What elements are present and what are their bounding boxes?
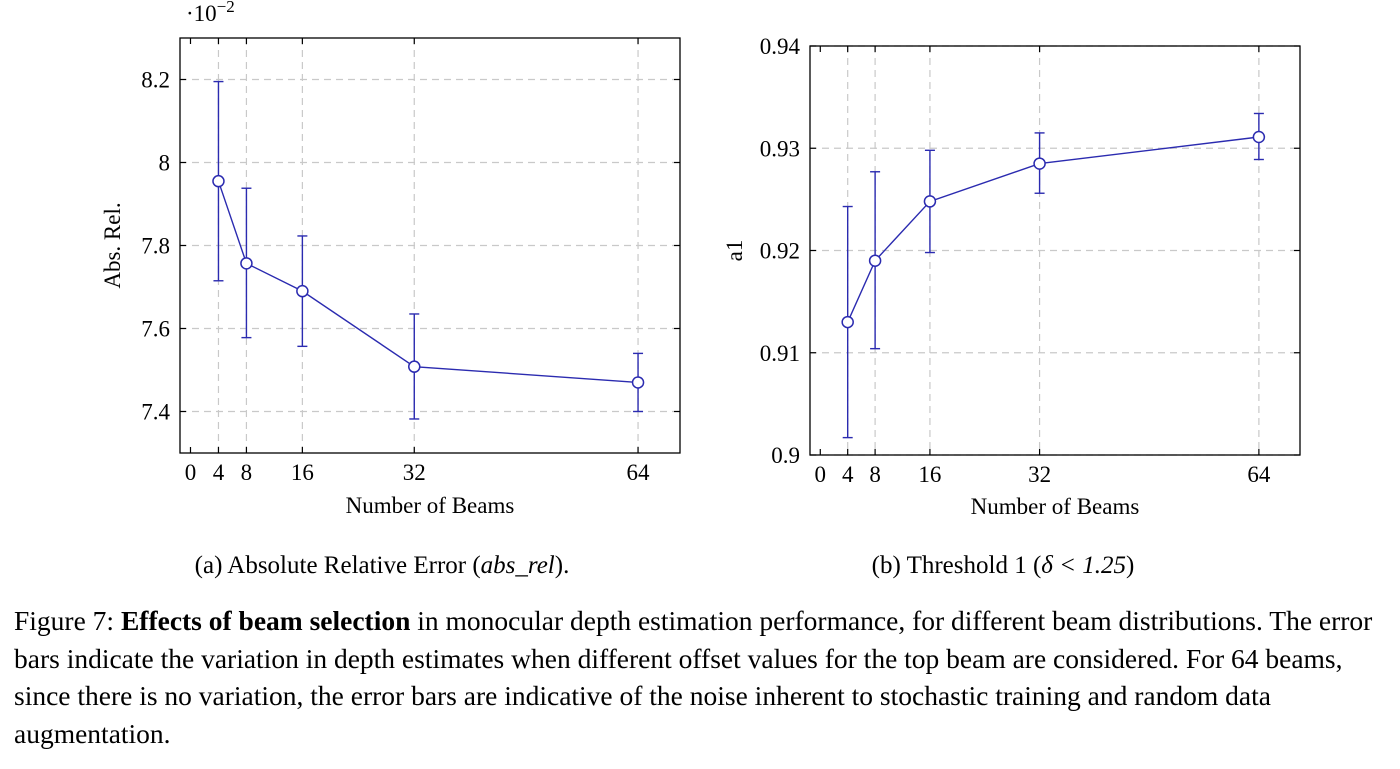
x-tick-label: 8 — [241, 460, 253, 485]
series-line — [217, 180, 639, 384]
x-tick-label: 0 — [185, 460, 197, 485]
data-point — [212, 174, 225, 188]
x-axis-label: Number of Beams — [346, 493, 515, 518]
data-point — [296, 284, 309, 298]
data-point — [1033, 157, 1046, 170]
y-tick-label: 8 — [159, 151, 171, 176]
data-point — [631, 376, 645, 389]
x-tick-label: 64 — [1247, 462, 1271, 487]
data-point — [868, 254, 882, 267]
data-point — [408, 360, 421, 373]
x-tick-label: 32 — [403, 460, 426, 485]
x-tick-label: 64 — [627, 460, 651, 485]
chart-threshold-1: 0 4 8 16 32 64 0.9 0.91 0.92 0.93 0.94 Number of Be… — [722, 34, 1301, 579]
x-axis-label: Number of Beams — [971, 494, 1140, 519]
caption-lead: Figure 7: — [14, 605, 121, 636]
caption-bold-title: Effects of beam selection — [120, 605, 411, 636]
y-axis-label: Abs. Rel. — [100, 202, 125, 288]
y-tick-label: 0.92 — [760, 239, 800, 264]
data-point — [1252, 130, 1266, 144]
data-point — [841, 315, 854, 329]
y-tick-label: 7.6 — [141, 317, 170, 342]
data-point — [923, 195, 937, 208]
y-tick-label: 0.93 — [760, 136, 800, 161]
figure-caption: Figure 7: Effects of beam selection in m… — [14, 602, 1386, 752]
x-tick-label: 32 — [1028, 462, 1051, 487]
y-tick-label: 0.9 — [771, 443, 800, 468]
y-tick-label: 0.94 — [760, 34, 801, 59]
y-tick-label: 8.2 — [141, 68, 170, 93]
x-tick-label: 16 — [291, 460, 314, 485]
x-tick-label: 16 — [918, 462, 941, 487]
y-multiplier-label: ·10−2 — [186, 0, 235, 26]
x-tick-label: 0 — [815, 462, 827, 487]
x-tick-label: 8 — [869, 462, 881, 487]
y-tick-label: 0.91 — [760, 341, 800, 366]
series-line — [847, 136, 1259, 323]
subcaption: (b) Threshold 1 (δ < 1.25) — [872, 552, 1135, 579]
y-tick-label: 7.4 — [141, 400, 170, 425]
y-tick-label: 7.8 — [141, 234, 170, 259]
subcaption: (a) Absolute Relative Error (abs_rel). — [195, 552, 570, 579]
y-axis-label: a1 — [722, 240, 747, 262]
caption-body: in monocular depth estimation performanc… — [14, 605, 1373, 749]
x-tick-label: 4 — [213, 460, 225, 485]
data-point — [240, 257, 253, 270]
x-tick-label: 4 — [842, 462, 854, 487]
